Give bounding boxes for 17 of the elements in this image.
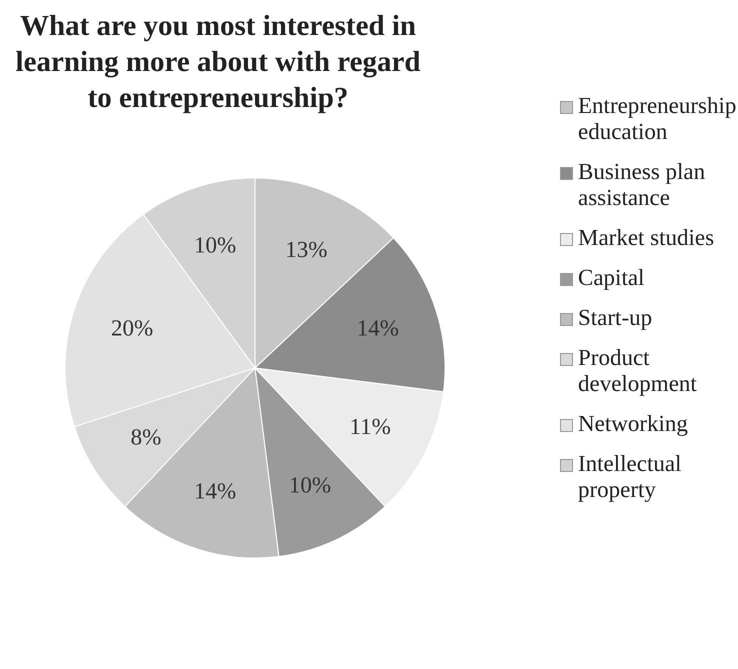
- legend-label: Intellectual property: [578, 451, 682, 503]
- legend-label: Start-up: [578, 305, 652, 331]
- data-label: 14%: [194, 478, 236, 504]
- legend-label: Market studies: [578, 225, 714, 251]
- data-label: 10%: [288, 472, 332, 498]
- legend-label: Business plan assistance: [578, 159, 706, 211]
- chart-title: What are you most interested in learning more about with regard to entrepreneurship?: [14, 9, 422, 116]
- data-label: 8%: [130, 424, 162, 450]
- data-label: 14%: [356, 316, 399, 341]
- legend-label: Entrepreneurship education: [578, 93, 736, 145]
- legend-label: Product development: [578, 345, 698, 397]
- data-label: 20%: [111, 316, 154, 341]
- legend-label: Capital: [578, 265, 644, 291]
- legend-label: Networking: [578, 411, 688, 437]
- data-label: 13%: [285, 236, 328, 262]
- data-label: 10%: [194, 232, 236, 258]
- data-label: 11%: [349, 414, 391, 440]
